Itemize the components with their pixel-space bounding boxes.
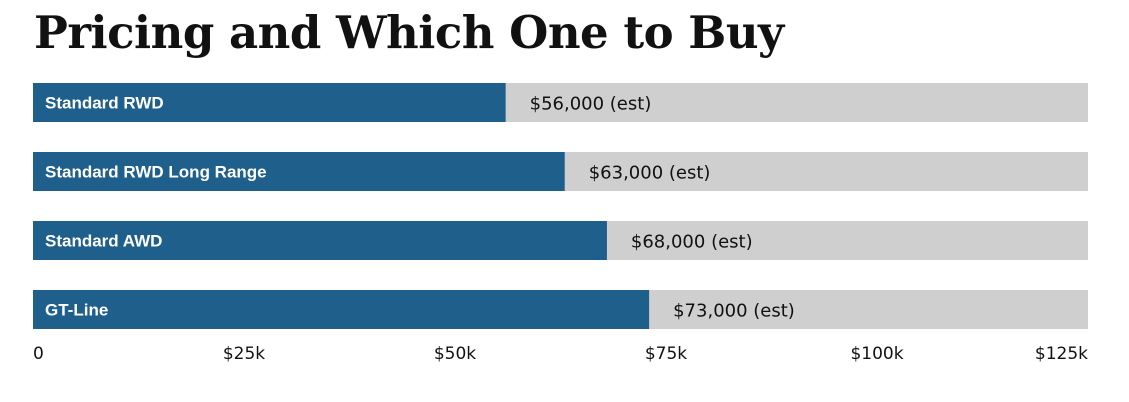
category-label: GT-Line — [45, 301, 108, 320]
value-label: $73,000 (est) — [673, 301, 795, 322]
x-tick-label: $100k — [850, 344, 903, 364]
x-axis-tick-labels: 0 $25k $50k $75k $100k $125k — [33, 344, 1088, 364]
bar — [33, 290, 650, 329]
bar — [33, 83, 506, 122]
x-tick-label: $75k — [645, 344, 687, 364]
category-labels: Standard RWD Standard RWD Long Range Stand… — [45, 94, 267, 320]
bar — [33, 221, 607, 260]
value-label: $56,000 (est) — [530, 94, 652, 115]
value-label: $63,000 (est) — [589, 163, 711, 184]
x-tick-label: $25k — [223, 344, 265, 364]
x-tick-label: $125k — [1035, 344, 1088, 364]
value-labels: $56,000 (est) $63,000 (est) $68,000 (est) $… — [530, 94, 795, 322]
x-tick-label: 0 — [33, 344, 44, 364]
x-tick-label: $50k — [434, 344, 476, 364]
category-label: Standard RWD Long Range — [45, 163, 267, 182]
category-label: Standard RWD — [45, 94, 164, 113]
value-label: $68,000 (est) — [631, 232, 753, 253]
chart-title: Pricing and Which One to Buy — [34, 6, 784, 59]
bars — [33, 83, 650, 329]
bar — [33, 152, 565, 191]
category-label: Standard AWD — [45, 232, 162, 251]
